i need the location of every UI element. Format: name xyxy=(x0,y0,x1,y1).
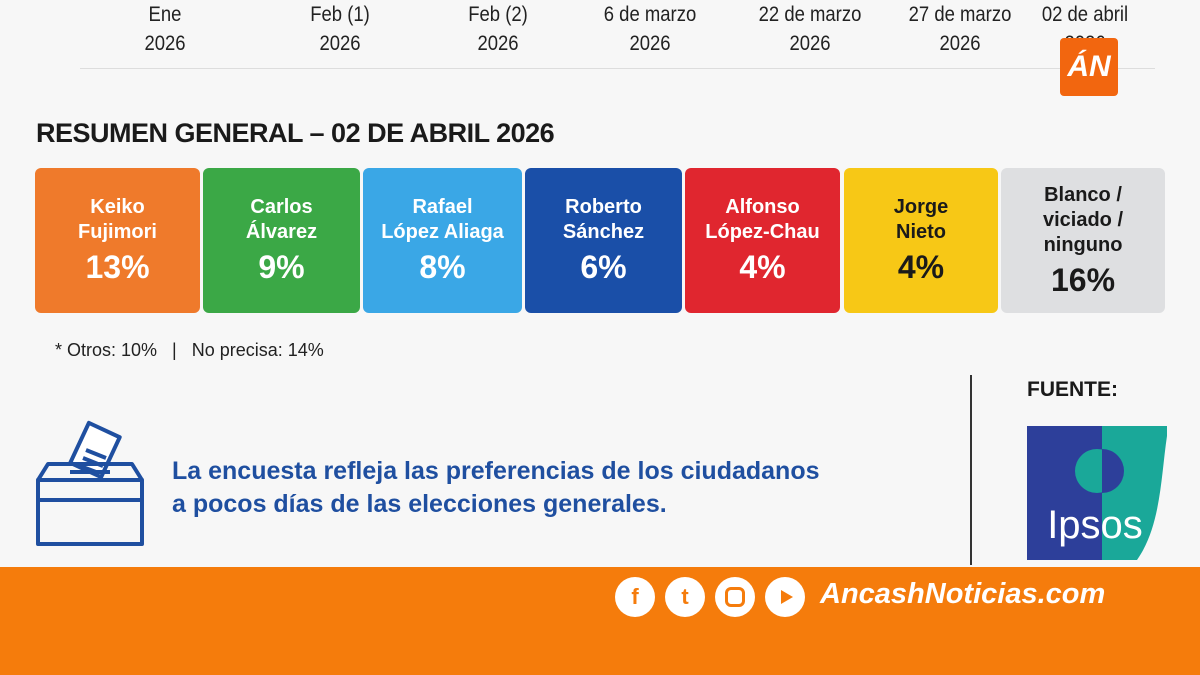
timeline-date: 27 de marzo 2026 xyxy=(898,0,1021,58)
candidate-card: Jorge Nieto 4% xyxy=(844,168,998,313)
ancash-noticias-logo: ÁN xyxy=(1060,38,1118,96)
divider xyxy=(970,375,972,565)
date-label: 02 de abril xyxy=(1041,3,1129,26)
message: La encuesta refleja las preferencias de … xyxy=(172,455,820,521)
candidate-percent: 6% xyxy=(580,249,627,285)
candidate-name: Alfonso López-Chau xyxy=(705,196,820,243)
ipsos-logo: Ipsos xyxy=(1027,426,1167,560)
candidate-name: Jorge Nieto xyxy=(893,196,949,243)
candidate-card: Roberto Sánchez 6% xyxy=(525,168,682,313)
ballot-box-icon xyxy=(36,420,144,546)
instagram-icon[interactable] xyxy=(715,577,755,617)
svg-text:Ipsos: Ipsos xyxy=(1047,503,1143,547)
message-line: a pocos días de las elecciones generales… xyxy=(172,490,667,518)
date-label: 6 de marzo xyxy=(603,3,697,26)
candidate-percent: 13% xyxy=(85,249,150,285)
footnote: * Otros: 10% | No precisa: 14% xyxy=(55,340,324,360)
twitter-icon[interactable]: t xyxy=(665,577,705,617)
date-year: 2026 xyxy=(789,32,831,55)
candidate-percent: 4% xyxy=(739,249,786,285)
candidate-name: Carlos Álvarez xyxy=(245,196,318,243)
date-label: Feb (2) xyxy=(468,3,528,26)
candidate-name: Keiko Fujimori xyxy=(78,196,157,243)
candidate-card: Carlos Álvarez 9% xyxy=(203,168,360,313)
divider xyxy=(80,68,1155,69)
candidate-percent: 8% xyxy=(419,249,466,285)
message-line: La encuesta refleja las preferencias de … xyxy=(172,457,820,485)
timeline-date: 22 de marzo 2026 xyxy=(748,0,871,58)
date-year: 2026 xyxy=(629,32,671,55)
date-year: 2026 xyxy=(319,32,361,55)
timeline: Ene 2026 Feb (1) 2026 Feb (2) 2026 6 de marzo 2… xyxy=(0,0,1200,68)
date-year: 2026 xyxy=(477,32,519,55)
date-label: 27 de marzo xyxy=(908,3,1012,26)
date-year: 2026 xyxy=(939,32,981,55)
candidate-card: Alfonso López-Chau 4% xyxy=(685,168,840,313)
candidate-percent: 9% xyxy=(258,249,305,285)
site-link[interactable]: AncashNoticias.com xyxy=(820,578,1106,610)
date-label: Feb (1) xyxy=(310,3,370,26)
date-label: Ene xyxy=(148,3,182,26)
candidate-card: Keiko Fujimori 13% xyxy=(35,168,200,313)
candidate-name: Blanco / viciado / ninguno xyxy=(1042,183,1124,256)
candidate-card: Rafael López Aliaga 8% xyxy=(363,168,522,313)
timeline-date: Feb (1) 2026 xyxy=(278,0,401,58)
page-title: RESUMEN GENERAL – 02 DE ABRIL 2026 xyxy=(36,118,555,148)
timeline-date: 6 de marzo 2026 xyxy=(588,0,711,58)
date-label: 22 de marzo xyxy=(758,3,862,26)
youtube-icon[interactable] xyxy=(765,577,805,617)
facebook-icon[interactable]: f xyxy=(615,577,655,617)
date-year: 2026 xyxy=(144,32,186,55)
candidate-percent: 4% xyxy=(897,249,945,285)
timeline-date: Ene 2026 xyxy=(103,0,226,58)
source-label: FUENTE: xyxy=(1027,378,1118,401)
candidate-percent: 16% xyxy=(1050,261,1116,298)
candidate-name: Roberto Sánchez xyxy=(562,196,645,243)
candidate-name: Rafael López Aliaga xyxy=(381,196,504,243)
footer-bar xyxy=(0,567,1200,675)
candidate-card: Blanco / viciado / ninguno 16% xyxy=(1001,168,1165,313)
timeline-date: Feb (2) 2026 xyxy=(436,0,559,58)
